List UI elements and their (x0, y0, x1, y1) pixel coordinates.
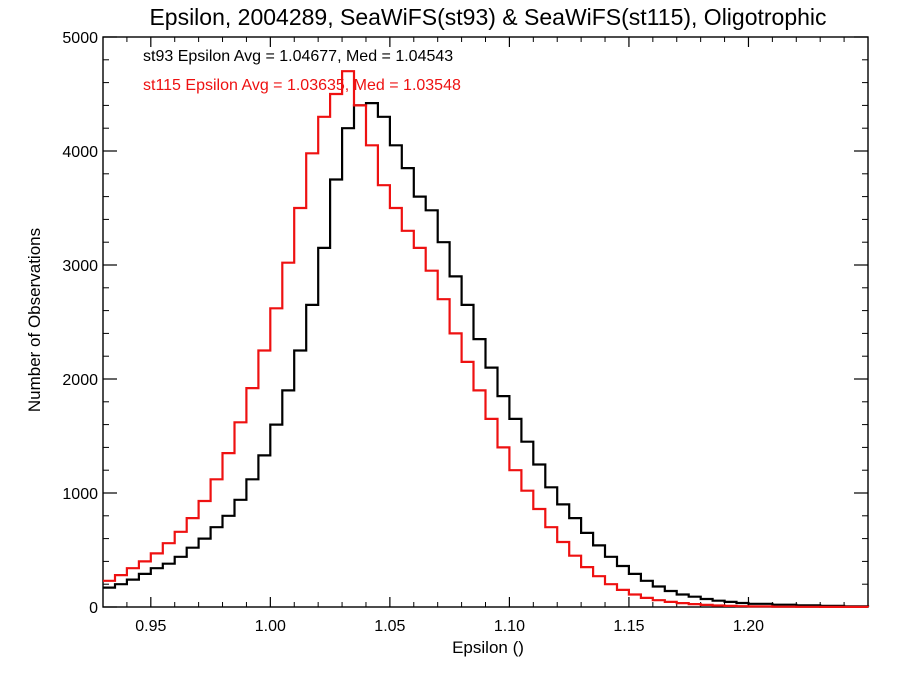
annotation-layer: st93 Epsilon Avg = 1.04677, Med = 1.0454… (143, 48, 461, 94)
y-tick-label: 1000 (62, 486, 98, 503)
x-axis-label: Epsilon () (452, 638, 524, 657)
chart-title: Epsilon, 2004289, SeaWiFS(st93) & SeaWiF… (149, 4, 826, 30)
y-tick-label: 3000 (62, 258, 98, 275)
stats-annotation: st93 Epsilon Avg = 1.04677, Med = 1.0454… (143, 48, 453, 65)
y-tick-label: 4000 (62, 144, 98, 161)
series-line-st93 (103, 102, 870, 608)
y-tick-label: 0 (89, 600, 98, 617)
plot-frame (102, 36, 869, 608)
x-tick-label: 1.15 (613, 618, 644, 635)
x-tick-label: 0.95 (135, 618, 166, 635)
x-tick-label: 1.05 (374, 618, 405, 635)
plot-border (102, 36, 869, 608)
series-line-st115 (103, 70, 870, 608)
y-axis-ticks: 0 1000 2000 3000 4000 5000 (62, 30, 868, 617)
y-axis-label: Number of Observations (25, 228, 44, 412)
x-tick-label: 1.00 (255, 618, 286, 635)
stats-annotation: st115 Epsilon Avg = 1.03635, Med = 1.035… (143, 77, 461, 94)
y-tick-label: 5000 (62, 30, 98, 47)
x-axis-ticks: 0.95 1.00 1.05 1.10 1.15 1.20 (102, 37, 845, 635)
x-tick-label: 1.20 (733, 618, 764, 635)
y-tick-label: 2000 (62, 372, 98, 389)
series-layer (103, 70, 870, 608)
x-tick-label: 1.10 (494, 618, 525, 635)
